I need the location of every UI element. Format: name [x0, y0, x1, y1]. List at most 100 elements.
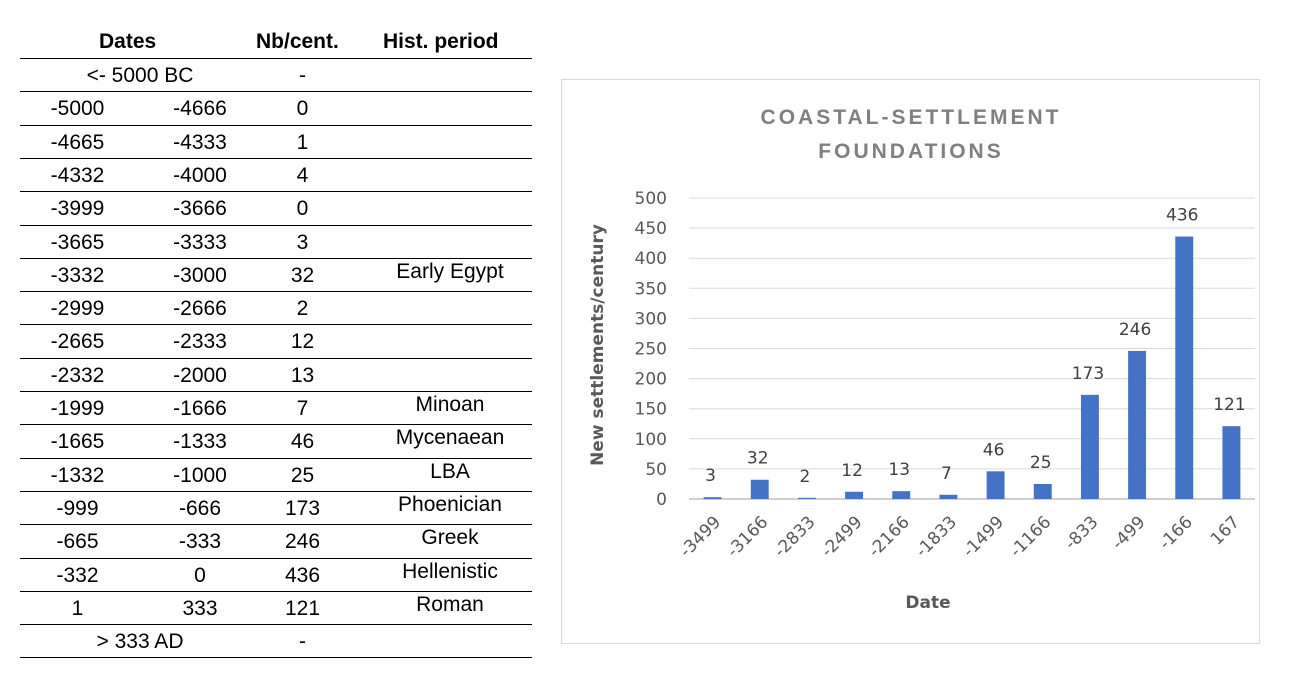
- table-row: > 333 AD -: [20, 624, 532, 657]
- cell-nb-per-century: 32: [290, 263, 315, 287]
- cell-date-from: -3332: [50, 263, 105, 287]
- cell-date-to: -4000: [173, 163, 227, 187]
- cell-date-to: -666: [178, 496, 222, 520]
- x-tick-label: -3499: [676, 512, 725, 561]
- cell-nb-per-century: 46: [290, 430, 315, 454]
- cell-date-from: -665: [56, 530, 99, 554]
- table-rule: [20, 257, 532, 259]
- x-tick-label: -1499: [959, 512, 1008, 561]
- y-tick-label: 200: [635, 370, 667, 390]
- data-label: 32: [747, 449, 769, 469]
- cell-date-from: 1: [71, 596, 84, 620]
- cell-nb-per-century: 246: [284, 530, 321, 554]
- cell-nb-per-century: 0: [296, 97, 309, 121]
- table-rule: [20, 490, 532, 492]
- cell-date-to: -4666: [173, 97, 227, 121]
- x-tick-label: -2833: [770, 512, 819, 561]
- cell-date-from: -2999: [50, 297, 105, 321]
- cell-date-from: -2665: [50, 330, 105, 354]
- table-row: -1999 -1666 7 Minoan: [20, 391, 532, 424]
- table-row: -3665 -3333 3: [20, 225, 532, 258]
- x-tick-label: -166: [1155, 512, 1196, 553]
- y-tick-label: 350: [635, 279, 667, 299]
- table-rule: [20, 124, 532, 126]
- x-tick-label: -2166: [865, 512, 914, 561]
- cell-nb-per-century: 0: [296, 197, 309, 221]
- table-rule: [20, 457, 532, 459]
- cell-nb-per-century: 13: [290, 363, 315, 387]
- cell-date-to: -4333: [173, 130, 227, 154]
- cell-hist-period: Roman: [416, 592, 484, 616]
- table-rule: [20, 590, 532, 592]
- cell-hist-period: Early Egypt: [396, 259, 504, 283]
- table-rule: [20, 424, 532, 426]
- bar: [1222, 426, 1241, 499]
- data-label: 436: [1166, 206, 1198, 226]
- data-label: 246: [1119, 320, 1151, 340]
- bar: [750, 479, 769, 499]
- y-tick-label: 250: [635, 340, 667, 360]
- cell-hist-period: Hellenistic: [402, 559, 498, 583]
- table-row: <- 5000 BC -: [20, 58, 532, 91]
- cell-nb-per-century: -: [299, 630, 306, 654]
- cell-date-range: <- 5000 BC: [86, 64, 194, 87]
- cell-hist-period: LBA: [430, 459, 470, 483]
- y-axis-ticks: 0 50 100 150 200 250 300 350 400 450 500: [635, 189, 667, 510]
- y-tick-label: 450: [635, 219, 667, 239]
- cell-date-from: -999: [56, 496, 99, 520]
- table-rule: [20, 291, 532, 293]
- cell-date-from: -1999: [50, 397, 105, 420]
- cell-date-to: -1333: [173, 430, 227, 454]
- cell-hist-period: Minoan: [415, 393, 485, 416]
- table-rule: [20, 391, 532, 392]
- data-label: 12: [841, 461, 863, 481]
- table-rule: [20, 91, 532, 93]
- table-row: -665 -333 246 Greek: [20, 524, 532, 557]
- data-label: 3: [705, 466, 716, 486]
- cell-date-to: -2000: [173, 363, 227, 387]
- cell-nb-per-century: 121: [284, 596, 321, 620]
- table-row: -999 -666 173 Phoenician: [20, 491, 532, 524]
- chart-title-line-1: COASTAL-SETTLEMENT: [761, 106, 1062, 129]
- cell-hist-period: Greek: [421, 526, 479, 550]
- table-rule: [20, 357, 532, 359]
- cell-date-to: -3666: [173, 197, 227, 221]
- cell-nb-per-century: 1: [296, 130, 309, 154]
- x-tick-label: -833: [1061, 512, 1102, 553]
- data-label: 7: [941, 464, 952, 484]
- y-tick-label: 400: [635, 249, 667, 269]
- table-rule-header: [20, 58, 532, 59]
- cell-date-to: -3333: [173, 230, 227, 254]
- cell-date-from: -2332: [50, 363, 105, 387]
- bar: [892, 491, 911, 499]
- table-rule: [20, 657, 532, 659]
- data-label: 121: [1213, 395, 1245, 415]
- cell-date-from: -4332: [50, 163, 105, 187]
- cell-date-to: -1666: [173, 397, 227, 420]
- y-tick-label: 500: [635, 189, 667, 209]
- bar: [797, 497, 816, 499]
- bar-chart: COASTAL-SETTLEMENT FOUNDATIONS 0 50 100 150…: [588, 106, 1255, 613]
- table-row: -4665 -4333 1: [20, 125, 532, 158]
- data-label: 2: [800, 467, 811, 487]
- table-row: -4332 -4000 4: [20, 158, 532, 191]
- table-row: -3999 -3666 0: [20, 191, 532, 224]
- data-labels: 3 32 2 12 13 7 46 25 173 246 436 121: [705, 206, 1245, 487]
- cell-nb-per-century: 4: [296, 163, 309, 187]
- cell-date-from: -332: [56, 563, 99, 587]
- cell-date-from: -5000: [50, 97, 105, 121]
- x-axis-title: Date: [905, 593, 950, 613]
- cell-date-to: -2333: [173, 330, 227, 354]
- cell-date-to: -2666: [173, 297, 227, 321]
- table-rule: [20, 524, 532, 526]
- y-tick-label: 0: [656, 490, 667, 510]
- table-row: -1332 -1000 25 LBA: [20, 458, 532, 491]
- cell-date-from: -4665: [50, 130, 105, 154]
- chart-title-line-2: FOUNDATIONS: [818, 140, 1003, 163]
- cell-nb-per-century: 3: [296, 230, 309, 254]
- cell-date-to: -333: [178, 530, 222, 554]
- table-header: Dates Nb/cent. Hist. period: [20, 24, 532, 58]
- y-tick-label: 300: [635, 309, 667, 329]
- cell-date-to: 333: [182, 596, 218, 620]
- bar: [703, 497, 722, 499]
